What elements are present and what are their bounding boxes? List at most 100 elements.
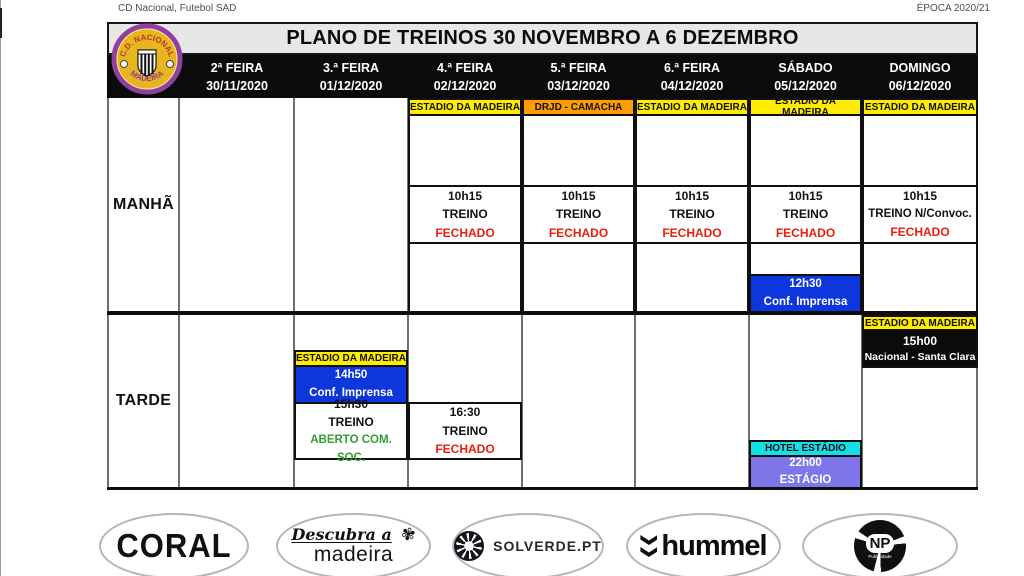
session-activity: TREINO: [442, 423, 488, 438]
press-label: Conf. Imprensa: [763, 295, 848, 308]
session-status: FECHADO: [548, 225, 609, 240]
match-cell: 15h00 Nacional - Santa Clara: [862, 329, 978, 368]
double-chevron-icon: [640, 535, 658, 557]
day-column-header: 4.ª FEIRA 02/12/2020: [408, 55, 522, 98]
stage-cell: 22h00 ESTÁGIO: [749, 455, 862, 489]
session-status: ABERTO COM. SOC.: [310, 433, 392, 464]
day-label: 6.ª FEIRA: [663, 60, 721, 75]
sponsor-hummel-logo: hummel: [626, 513, 781, 576]
day-column-header: 3.ª FEIRA 01/12/2020: [294, 55, 408, 98]
session-time: 10h15: [447, 188, 483, 203]
empty-cell: [862, 114, 978, 187]
empty-cell: [862, 242, 978, 313]
solverde-logo-text: SOLVERDE.PT: [493, 538, 602, 554]
day-label: DOMINGO: [889, 60, 951, 75]
session-time: 10h15: [902, 189, 938, 203]
day-column-header: 6.ª FEIRA 04/12/2020: [635, 55, 749, 98]
day-date: 06/12/2020: [888, 78, 952, 93]
session-activity: TREINO N/Convoc.: [868, 207, 972, 220]
empty-cell: [635, 242, 749, 313]
press-time: 12h30: [789, 278, 822, 291]
session-activity: TREINO: [328, 415, 374, 430]
training-session-cell: 10h15 TREINO FECHADO: [749, 185, 862, 244]
session-status: FECHADO: [435, 442, 495, 457]
page-title: PLANO DE TREINOS 30 NOVEMBRO A 6 DEZEMBR…: [107, 22, 978, 55]
madeira-logo-content: Descubra a ✾ madeira: [291, 523, 418, 567]
session-time: 15h30: [333, 396, 369, 411]
weekday-header-band: [107, 55, 978, 98]
training-session-cell: 16:30 TREINO FECHADO: [408, 402, 522, 460]
coral-logo-text: CORAL: [116, 526, 232, 565]
period-divider-line: [107, 311, 978, 315]
period-label-morning: MANHÃ: [112, 195, 175, 213]
day-column-header: SÁBADO 05/12/2020: [749, 55, 862, 98]
window-edge-line: [0, 0, 1, 576]
empty-cell: [635, 114, 749, 187]
empty-cell: [522, 114, 635, 187]
empty-cell: [749, 114, 862, 187]
day-date: 04/12/2020: [660, 78, 724, 93]
session-status: FECHADO: [435, 225, 495, 240]
document-header-right: ÉPOCA 2020/21: [916, 3, 990, 14]
stage-label: ESTÁGIO: [779, 474, 832, 486]
np-logo-text: NP: [865, 533, 895, 553]
table-bottom-border: [107, 487, 978, 490]
session-time: 16:30: [449, 405, 481, 420]
np-emblem-icon: NP Publicidade: [854, 520, 906, 572]
sponsor-madeira-logo: Descubra a ✾ madeira: [276, 513, 431, 576]
empty-cell: [408, 242, 522, 313]
day-date: 01/12/2020: [319, 78, 383, 93]
training-session-cell: 15h30 TREINO ABERTO COM. SOC.: [294, 397, 408, 464]
training-session-cell: 10h15 TREINO FECHADO: [635, 185, 749, 244]
day-column-header: DOMINGO 06/12/2020: [862, 55, 978, 98]
session-status: FECHADO: [890, 225, 950, 240]
sponsor-np-logo: NP Publicidade: [802, 513, 958, 576]
session-time: 10h15: [788, 188, 823, 203]
day-date: 03/12/2020: [547, 78, 610, 93]
sponsor-coral-logo: CORAL: [99, 513, 249, 576]
day-date: 30/11/2020: [206, 78, 268, 93]
training-session-cell: 10h15 TREINO N/Convoc. FECHADO: [862, 185, 978, 244]
empty-cell: [522, 242, 635, 313]
grid-line: [107, 98, 109, 490]
club-crest-icon: C.D. NACIONAL MADEIRA: [111, 23, 183, 95]
day-label: SÁBADO: [778, 60, 833, 75]
day-column-header: 2ª FEIRA 30/11/2020: [180, 55, 294, 98]
hummel-logo-text: hummel: [661, 529, 767, 562]
madeira-word-text: madeira: [313, 543, 394, 567]
press-time: 14h50: [334, 369, 368, 382]
flower-icon: ✾: [399, 523, 418, 546]
session-activity: TREINO: [555, 207, 602, 222]
day-column-header: 5.ª FEIRA 03/12/2020: [522, 55, 635, 98]
document-header-left: CD Nacional, Futebol SAD: [118, 3, 237, 14]
day-date: 05/12/2020: [774, 78, 837, 93]
empty-cell: [408, 114, 522, 187]
scrollbar-fragment: [0, 8, 2, 38]
press-conference-cell: 12h30 Conf. Imprensa: [749, 274, 862, 313]
session-activity: TREINO: [442, 207, 488, 222]
session-time: 10h15: [561, 188, 596, 203]
match-fixture: Nacional - Santa Clara: [864, 350, 976, 363]
session-activity: TREINO: [669, 207, 715, 222]
club-crest-logo: C.D. NACIONAL MADEIRA: [111, 23, 183, 95]
sponsor-solverde-logo: SOLVERDE.PT: [452, 513, 604, 576]
period-label-afternoon: TARDE: [115, 392, 172, 409]
session-time: 10h15: [674, 188, 710, 203]
grid-line: [293, 98, 295, 490]
press-label: Conf. Imprensa: [309, 386, 393, 399]
madeira-script-text: Descubra a: [291, 524, 392, 544]
grid-line: [178, 98, 180, 490]
day-label: 4.ª FEIRA: [436, 60, 494, 75]
stage-time: 22h00: [789, 456, 822, 469]
training-session-cell: 10h15 TREINO FECHADO: [522, 185, 635, 244]
match-time: 15h00: [902, 333, 938, 348]
day-label: 3.ª FEIRA: [322, 60, 380, 75]
session-activity: TREINO: [782, 207, 829, 222]
day-label: 2ª FEIRA: [210, 60, 264, 75]
session-status: FECHADO: [775, 225, 836, 240]
training-session-cell: 10h15 TREINO FECHADO: [408, 185, 522, 244]
day-label: 5.ª FEIRA: [550, 60, 607, 75]
session-status: FECHADO: [662, 225, 722, 240]
roulette-wheel-icon: [454, 531, 485, 561]
